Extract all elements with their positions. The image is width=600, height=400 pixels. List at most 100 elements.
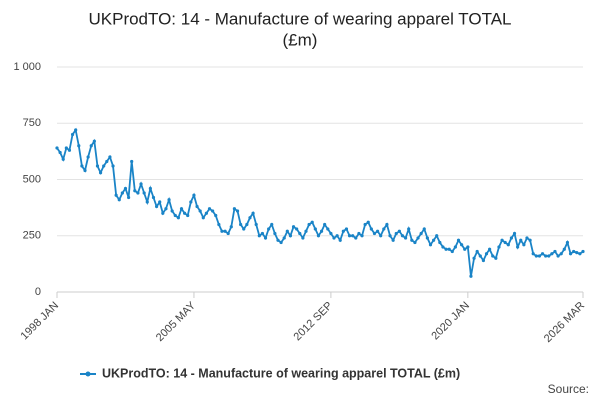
data-point: [438, 240, 442, 245]
data-point: [323, 222, 327, 227]
data-point: [126, 195, 131, 200]
series-line: [56, 127, 584, 277]
data-point: [488, 247, 492, 251]
data-point: [108, 155, 112, 159]
data-point: [313, 227, 317, 231]
data-point: [98, 171, 103, 175]
legend-label: UKProdTO: 14 - Manufacture of wearing ap…: [102, 366, 460, 380]
x-tick-label: 1998 JAN: [19, 300, 62, 343]
data-point: [447, 247, 451, 251]
data-point: [335, 234, 339, 238]
data-point: [217, 222, 221, 227]
data-point: [326, 227, 330, 231]
data-point: [133, 189, 137, 193]
data-point: [397, 229, 401, 233]
data-point: [525, 236, 529, 240]
data-point: [347, 234, 352, 238]
data-point: [344, 227, 349, 231]
data-point: [260, 231, 265, 236]
data-point: [235, 209, 240, 213]
data-point: [189, 200, 193, 204]
data-point: [375, 229, 380, 233]
data-point: [407, 227, 411, 231]
data-point: [295, 227, 299, 231]
data-point: [534, 254, 538, 258]
data-point: [410, 238, 414, 242]
data-point: [556, 254, 560, 258]
y-tick-label: 1 000: [13, 61, 41, 73]
data-point: [547, 254, 551, 258]
data-point: [257, 234, 261, 238]
data-point: [279, 240, 283, 245]
data-point: [102, 164, 106, 168]
data-point: [491, 254, 495, 258]
data-point: [540, 252, 545, 256]
data-point: [400, 234, 405, 238]
y-tick-label: 500: [23, 173, 41, 185]
data-point: [338, 238, 342, 242]
data-point: [341, 229, 345, 233]
data-point: [164, 207, 168, 211]
data-point: [86, 155, 90, 159]
data-point: [354, 236, 358, 240]
data-point: [568, 252, 573, 256]
data-point: [304, 229, 308, 233]
data-point: [211, 209, 215, 213]
data-point: [385, 222, 389, 227]
data-point: [478, 254, 482, 258]
data-point: [419, 231, 423, 236]
data-point: [263, 236, 268, 240]
data-point: [435, 234, 439, 238]
data-point: [120, 191, 124, 195]
data-point: [288, 234, 293, 238]
data-point: [248, 216, 252, 220]
data-point: [332, 236, 336, 240]
x-tick-label: 2012 SEP: [292, 300, 336, 344]
data-point: [565, 240, 570, 245]
data-point: [114, 193, 118, 197]
data-point: [70, 132, 75, 137]
data-point: [198, 209, 202, 213]
data-point: [251, 211, 255, 215]
data-point: [425, 236, 429, 240]
data-point: [239, 222, 243, 227]
data-point: [394, 231, 398, 236]
data-point: [416, 236, 420, 240]
data-point: [372, 231, 377, 236]
data-point: [89, 144, 93, 148]
data-point: [167, 198, 171, 202]
data-point: [379, 234, 383, 238]
data-point: [254, 222, 258, 227]
data-point: [64, 146, 68, 150]
data-point: [301, 236, 305, 240]
data-point: [550, 252, 554, 256]
x-tick-label: 2026 MAR: [542, 300, 587, 345]
data-point: [161, 211, 165, 215]
data-point: [61, 157, 65, 161]
data-point: [572, 249, 576, 254]
data-point: [204, 211, 208, 215]
data-point: [422, 227, 426, 231]
data-point: [74, 128, 78, 132]
data-point: [179, 207, 184, 211]
data-point: [472, 256, 476, 260]
data-point: [450, 249, 454, 254]
data-point: [151, 195, 156, 200]
data-point: [270, 222, 274, 227]
data-point: [130, 159, 134, 164]
data-point: [475, 249, 479, 254]
source: Source:: [548, 382, 589, 396]
data-point: [220, 229, 224, 233]
data-point: [494, 256, 498, 260]
data-point: [298, 231, 302, 236]
data-point: [158, 200, 162, 204]
data-point: [245, 222, 249, 227]
data-point: [351, 234, 355, 238]
data-point: [428, 243, 433, 247]
data-point: [512, 231, 517, 236]
data-point: [360, 234, 364, 238]
data-point: [232, 207, 237, 211]
data-point: [282, 236, 286, 240]
data-point: [509, 236, 514, 240]
